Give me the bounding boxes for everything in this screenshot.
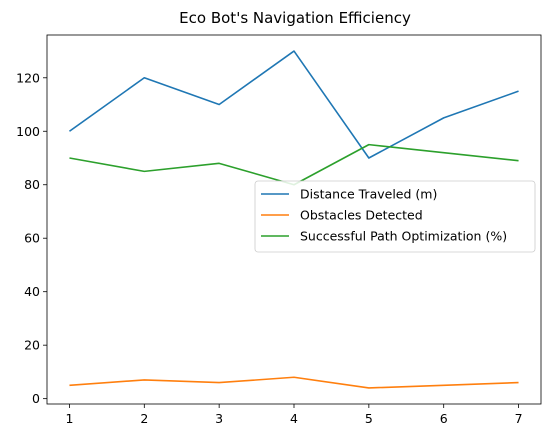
y-axis: 0 20 40 60 80 100 120	[16, 70, 47, 406]
y-tick-label: 80	[24, 177, 40, 192]
y-tick-label: 60	[24, 231, 40, 246]
y-tick-label: 100	[16, 124, 40, 139]
y-tick-label: 20	[24, 338, 40, 353]
legend-box	[254, 180, 536, 253]
series-line-3	[69, 143, 519, 186]
legend-label: Successful Path Optimization (%)	[300, 229, 507, 244]
y-tick-label: 120	[16, 70, 40, 85]
legend-label: Distance Traveled (m)	[300, 187, 437, 202]
x-axis: 1 2 3 4 5 6 7	[65, 404, 523, 426]
series-line-1	[68, 50, 519, 159]
legend-label: Obstacles Detected	[300, 208, 423, 223]
chart-title: Eco Bot's Navigation Efficiency	[179, 9, 411, 27]
x-tick-label: 5	[365, 411, 373, 426]
x-tick-label: 3	[215, 411, 223, 426]
x-tick-label: 4	[290, 411, 298, 426]
legend: Distance Traveled (m) Obstacles Detected S…	[254, 180, 536, 253]
y-tick-label: 0	[32, 391, 40, 406]
x-tick-label: 1	[65, 411, 73, 426]
series-line-2	[69, 376, 519, 389]
x-tick-label: 7	[515, 411, 523, 426]
y-tick-label: 40	[24, 284, 40, 299]
x-tick-label: 6	[440, 411, 448, 426]
x-tick-label: 2	[140, 411, 148, 426]
